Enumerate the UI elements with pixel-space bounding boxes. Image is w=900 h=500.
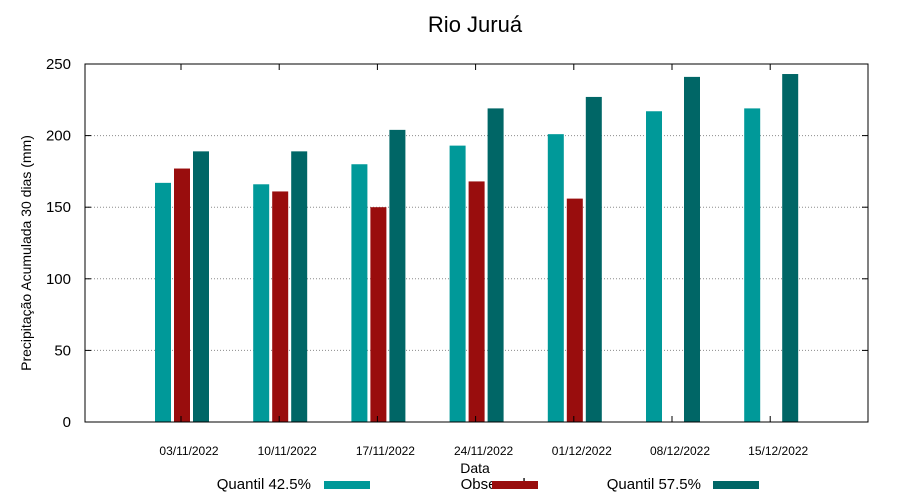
plot-frame (84, 63, 869, 423)
x-tick-label: 17/11/2022 (356, 444, 415, 458)
bar (468, 181, 485, 422)
bar (193, 151, 209, 423)
bar (744, 108, 761, 422)
bar (291, 151, 308, 423)
bar (155, 182, 171, 422)
y-axis-ticks: 0 50 100 150 200 250 (46, 56, 868, 431)
bar (272, 191, 289, 422)
bars (155, 74, 799, 423)
bar (449, 145, 466, 422)
y-tick-label: 150 (46, 199, 71, 216)
y-tick-label: 250 (46, 56, 71, 73)
bar (351, 164, 368, 423)
legend-label: Quantil 42.5% (217, 476, 311, 493)
legend-swatch (713, 481, 759, 489)
legend-label: Quantil 57.5% (607, 476, 701, 493)
bar (684, 76, 700, 422)
legend-swatch (324, 481, 370, 489)
bar (585, 96, 602, 422)
bar (389, 129, 406, 422)
x-tick-label: 08/12/2022 (650, 444, 710, 458)
y-tick-label: 0 (63, 414, 71, 431)
bar (487, 108, 504, 422)
chart-title: Rio Juruá (428, 12, 523, 37)
x-tick-label: 03/11/2022 (159, 444, 218, 458)
bar (253, 184, 270, 422)
x-tick-label: 10/11/2022 (258, 444, 317, 458)
y-tick-label: 100 (46, 271, 71, 288)
x-axis-label: Data (460, 460, 490, 476)
legend: Quantil 42.5%ObservadoQuantil 57.5% (217, 476, 759, 493)
x-axis-ticks: 03/11/2022 10/11/2022 17/11/2022 24/11/2022… (159, 64, 809, 458)
y-tick-label: 50 (54, 342, 71, 359)
bar (370, 207, 387, 422)
bar (646, 111, 662, 423)
bar (566, 198, 583, 422)
x-tick-label: 01/12/2022 (552, 444, 612, 458)
y-tick-label: 200 (46, 128, 71, 145)
x-tick-label: 24/11/2022 (454, 444, 513, 458)
bar (782, 74, 799, 423)
legend-swatch (492, 481, 538, 489)
bar (547, 134, 564, 422)
bar (174, 168, 190, 422)
y-axis-label: Precipitação Acumulada 30 dias (mm) (18, 135, 34, 371)
x-tick-label: 15/12/2022 (748, 444, 808, 458)
